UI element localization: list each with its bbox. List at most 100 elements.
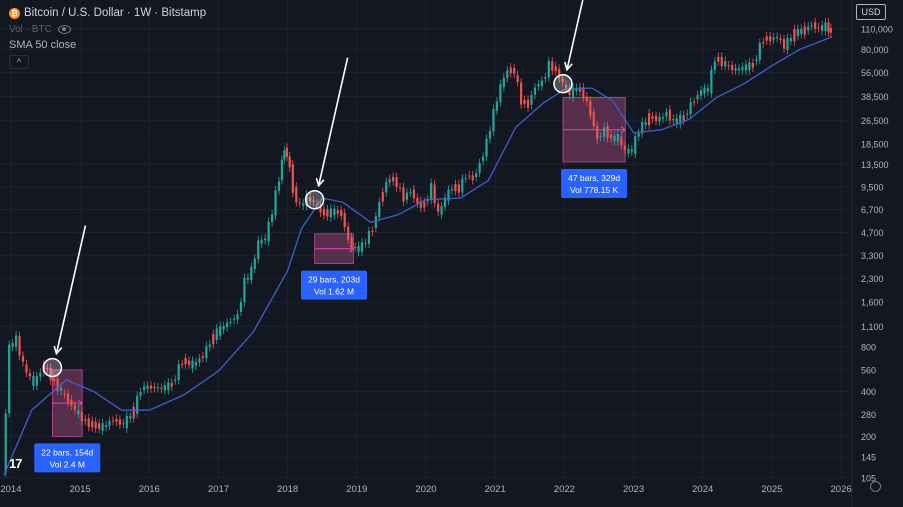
candle-body bbox=[101, 423, 104, 431]
candle-body bbox=[533, 87, 537, 95]
candle-body bbox=[302, 203, 305, 206]
candle-body bbox=[803, 26, 806, 35]
range-label-box bbox=[561, 168, 628, 198]
y-tick-label: 200 bbox=[861, 432, 876, 442]
candle-body bbox=[118, 419, 121, 425]
y-tick-label: 145 bbox=[861, 453, 876, 463]
candle-body bbox=[475, 173, 478, 178]
candle-body bbox=[353, 247, 357, 249]
marker-circle bbox=[304, 189, 325, 210]
candle-body bbox=[160, 387, 163, 389]
candle-body bbox=[129, 416, 132, 419]
collapse-legend-button[interactable]: ^ bbox=[9, 55, 29, 69]
y-tick-label: 110,000 bbox=[861, 24, 893, 34]
symbol-row[interactable]: ₿ Bitcoin / U.S. Dollar · 1W · Bitstamp bbox=[9, 5, 206, 21]
candle-body bbox=[426, 199, 429, 202]
candle-body bbox=[699, 90, 703, 96]
candle-body bbox=[616, 133, 620, 142]
candle-body bbox=[350, 236, 353, 248]
y-tick-label: 3,300 bbox=[861, 251, 884, 261]
candle-body bbox=[793, 29, 796, 42]
candle-body bbox=[170, 382, 173, 387]
candle-body bbox=[741, 66, 744, 71]
candle-body bbox=[516, 75, 519, 83]
arrow-line bbox=[566, 0, 584, 70]
candle-body bbox=[488, 131, 492, 139]
candle-body bbox=[575, 88, 578, 92]
candle-body bbox=[782, 39, 786, 49]
candle-body bbox=[277, 181, 281, 191]
candle-body bbox=[779, 38, 782, 40]
candle-body bbox=[177, 364, 180, 381]
candle-body bbox=[184, 357, 187, 365]
volume-row[interactable]: Vol · BTC bbox=[9, 21, 206, 37]
y-tick-label: 1,100 bbox=[861, 322, 884, 332]
candle-body bbox=[87, 418, 90, 428]
candle-body bbox=[236, 314, 239, 320]
candle-body bbox=[91, 420, 94, 428]
candle-body bbox=[336, 210, 339, 214]
candle-body bbox=[260, 239, 263, 244]
chart-legend: ₿ Bitcoin / U.S. Dollar · 1W · Bitstamp … bbox=[9, 5, 206, 53]
bitcoin-icon: ₿ bbox=[9, 7, 20, 19]
indicator-row[interactable]: SMA 50 close bbox=[9, 37, 206, 53]
candle-body bbox=[295, 186, 298, 203]
candle-body bbox=[49, 368, 52, 381]
arrow-head bbox=[53, 345, 63, 356]
candle-body bbox=[613, 135, 616, 142]
candle-body bbox=[419, 200, 422, 208]
candle-body bbox=[499, 84, 502, 103]
candle-body bbox=[416, 197, 419, 204]
candle-body bbox=[367, 230, 371, 244]
candle-body bbox=[706, 88, 710, 92]
candle-body bbox=[606, 126, 609, 139]
eye-icon[interactable] bbox=[57, 24, 71, 34]
candle-body bbox=[28, 373, 32, 377]
candle-body bbox=[66, 393, 70, 403]
candle-body bbox=[309, 196, 312, 202]
candle-body bbox=[755, 59, 758, 62]
candle-body bbox=[447, 189, 450, 201]
candle-body bbox=[77, 410, 80, 415]
y-tick-label: 38,500 bbox=[861, 92, 889, 102]
y-tick-label: 800 bbox=[861, 342, 876, 352]
candle-body bbox=[437, 203, 440, 212]
y-tick-label: 560 bbox=[861, 365, 876, 375]
candle-body bbox=[775, 36, 779, 38]
arrow-head bbox=[315, 177, 325, 188]
x-tick-label: 2015 bbox=[70, 484, 91, 495]
y-tick-label: 6,700 bbox=[861, 205, 884, 215]
candle-body bbox=[661, 117, 665, 119]
currency-button[interactable]: USD bbox=[856, 4, 886, 20]
candle-body bbox=[623, 145, 626, 151]
candle-body bbox=[737, 68, 741, 71]
y-tick-label: 2,300 bbox=[861, 274, 884, 284]
tradingview-logo[interactable]: 17 bbox=[9, 456, 23, 471]
candle-body bbox=[21, 355, 25, 362]
candle-body bbox=[641, 121, 644, 134]
candle-body bbox=[181, 363, 184, 365]
candle-body bbox=[212, 333, 215, 345]
arrow-line bbox=[317, 57, 349, 186]
candle-body bbox=[343, 213, 346, 228]
candle-body bbox=[814, 22, 817, 29]
candle-body bbox=[609, 134, 613, 139]
x-tick-label: 2025 bbox=[761, 484, 782, 495]
candle-body bbox=[440, 206, 443, 215]
candle-body bbox=[630, 149, 633, 152]
candle-body bbox=[32, 375, 35, 387]
x-tick-label: 2021 bbox=[485, 484, 506, 495]
candle-body bbox=[409, 192, 412, 194]
candle-body bbox=[454, 184, 457, 191]
range-label-bars: 22 bars, 154d bbox=[41, 447, 93, 457]
range-label-volume: Vol 2.4 M bbox=[50, 459, 85, 469]
x-tick-label: 2016 bbox=[139, 484, 160, 495]
candle-body bbox=[710, 69, 713, 94]
candle-body bbox=[142, 386, 146, 390]
candle-body bbox=[765, 36, 768, 41]
candle-body bbox=[495, 101, 499, 111]
range-arrowhead bbox=[77, 399, 84, 407]
gear-icon[interactable] bbox=[870, 481, 881, 492]
candle-body bbox=[758, 43, 761, 60]
